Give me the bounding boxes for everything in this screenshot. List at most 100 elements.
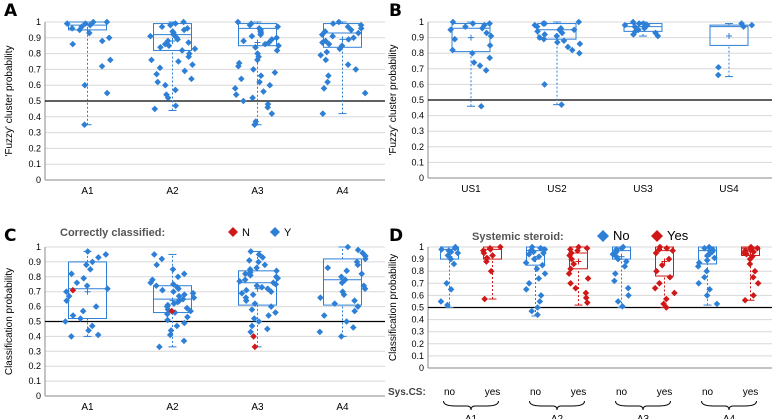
data-point bbox=[582, 289, 590, 297]
data-point bbox=[751, 267, 759, 275]
data-point bbox=[705, 243, 713, 251]
mean-marker bbox=[254, 39, 261, 46]
data-point bbox=[234, 18, 242, 26]
data-point bbox=[525, 280, 533, 287]
data-point bbox=[178, 47, 186, 54]
data-point bbox=[655, 246, 663, 253]
data-point bbox=[103, 18, 111, 26]
x-subtick-label: yes bbox=[657, 387, 673, 398]
data-point bbox=[746, 255, 754, 263]
data-point bbox=[354, 261, 362, 269]
data-point bbox=[274, 23, 282, 31]
data-point bbox=[63, 297, 70, 304]
data-point bbox=[665, 255, 673, 263]
panel-letter: C bbox=[4, 226, 16, 246]
data-point bbox=[92, 303, 100, 310]
data-point bbox=[630, 31, 637, 38]
data-point bbox=[623, 258, 630, 265]
data-point bbox=[528, 243, 536, 251]
data-point bbox=[541, 270, 549, 277]
data-point bbox=[449, 46, 456, 54]
data-point bbox=[654, 32, 662, 40]
data-point bbox=[251, 300, 259, 307]
data-point bbox=[264, 325, 271, 333]
y-tick-label: 0.7 bbox=[411, 64, 424, 74]
data-point bbox=[533, 23, 541, 30]
data-point bbox=[323, 48, 331, 56]
box-group bbox=[236, 248, 282, 351]
box bbox=[655, 246, 674, 277]
data-point bbox=[83, 261, 90, 269]
data-point bbox=[322, 56, 330, 64]
data-point bbox=[449, 18, 457, 26]
x-tick-label: US1 bbox=[461, 184, 481, 195]
x-tick-label: A3 bbox=[251, 402, 264, 413]
data-point bbox=[362, 255, 369, 263]
data-point bbox=[359, 249, 366, 257]
box-group bbox=[621, 18, 663, 40]
data-point bbox=[344, 61, 352, 68]
data-point bbox=[324, 264, 332, 272]
data-point bbox=[94, 331, 102, 339]
data-point bbox=[240, 97, 247, 105]
data-point bbox=[454, 249, 462, 257]
data-point bbox=[69, 40, 77, 48]
legend-title: Systemic steroid: bbox=[472, 231, 564, 243]
data-point bbox=[747, 246, 754, 253]
misclassified-point bbox=[168, 307, 176, 315]
data-point bbox=[231, 85, 239, 92]
misclassified-point bbox=[250, 333, 257, 340]
x-tick-label: A1 bbox=[81, 402, 94, 413]
data-point bbox=[354, 246, 362, 254]
data-point bbox=[248, 322, 256, 330]
y-tick-label: 1 bbox=[419, 17, 424, 27]
data-point bbox=[174, 273, 182, 281]
data-point bbox=[361, 285, 369, 293]
box-group bbox=[609, 243, 632, 310]
data-point bbox=[575, 18, 583, 26]
data-point bbox=[530, 248, 537, 256]
data-point bbox=[238, 75, 245, 83]
y-tick-label: 0.4 bbox=[28, 331, 41, 341]
data-point bbox=[447, 248, 455, 256]
data-point bbox=[84, 248, 92, 255]
y-tick-label: 0.2 bbox=[411, 142, 424, 152]
y-tick-label: 0.5 bbox=[411, 303, 424, 313]
data-point bbox=[253, 264, 260, 272]
data-point bbox=[353, 258, 361, 266]
y-tick-label: 1 bbox=[36, 17, 41, 27]
data-point bbox=[743, 250, 750, 258]
mean-marker bbox=[84, 288, 91, 295]
data-point bbox=[618, 244, 626, 252]
data-point bbox=[437, 298, 445, 305]
data-point bbox=[558, 29, 566, 37]
data-point bbox=[180, 18, 187, 26]
sys-cs-axis-title: Sys.CS: bbox=[388, 387, 426, 398]
x-tick-label: US2 bbox=[547, 184, 567, 195]
data-point bbox=[320, 312, 328, 319]
data-point bbox=[103, 89, 111, 97]
group-label: A4 bbox=[723, 414, 736, 419]
y-tick-label: 0.9 bbox=[411, 254, 424, 264]
data-point bbox=[158, 23, 166, 31]
data-point bbox=[256, 78, 263, 86]
data-point bbox=[167, 327, 175, 334]
data-point bbox=[174, 36, 181, 43]
data-point bbox=[175, 285, 182, 293]
data-point bbox=[338, 279, 346, 287]
data-point bbox=[272, 280, 280, 288]
group-bracket bbox=[443, 400, 499, 411]
data-point bbox=[252, 118, 260, 125]
data-point bbox=[451, 35, 459, 43]
x-tick-label: A2 bbox=[166, 186, 179, 197]
data-point bbox=[162, 81, 169, 89]
y-tick-label: 0.7 bbox=[28, 64, 41, 74]
data-point bbox=[663, 244, 671, 252]
data-point bbox=[564, 43, 572, 51]
data-point bbox=[259, 254, 266, 261]
data-point bbox=[329, 32, 336, 40]
data-point bbox=[81, 81, 89, 89]
data-point bbox=[180, 26, 188, 34]
data-point bbox=[257, 72, 265, 80]
data-point bbox=[163, 91, 170, 98]
